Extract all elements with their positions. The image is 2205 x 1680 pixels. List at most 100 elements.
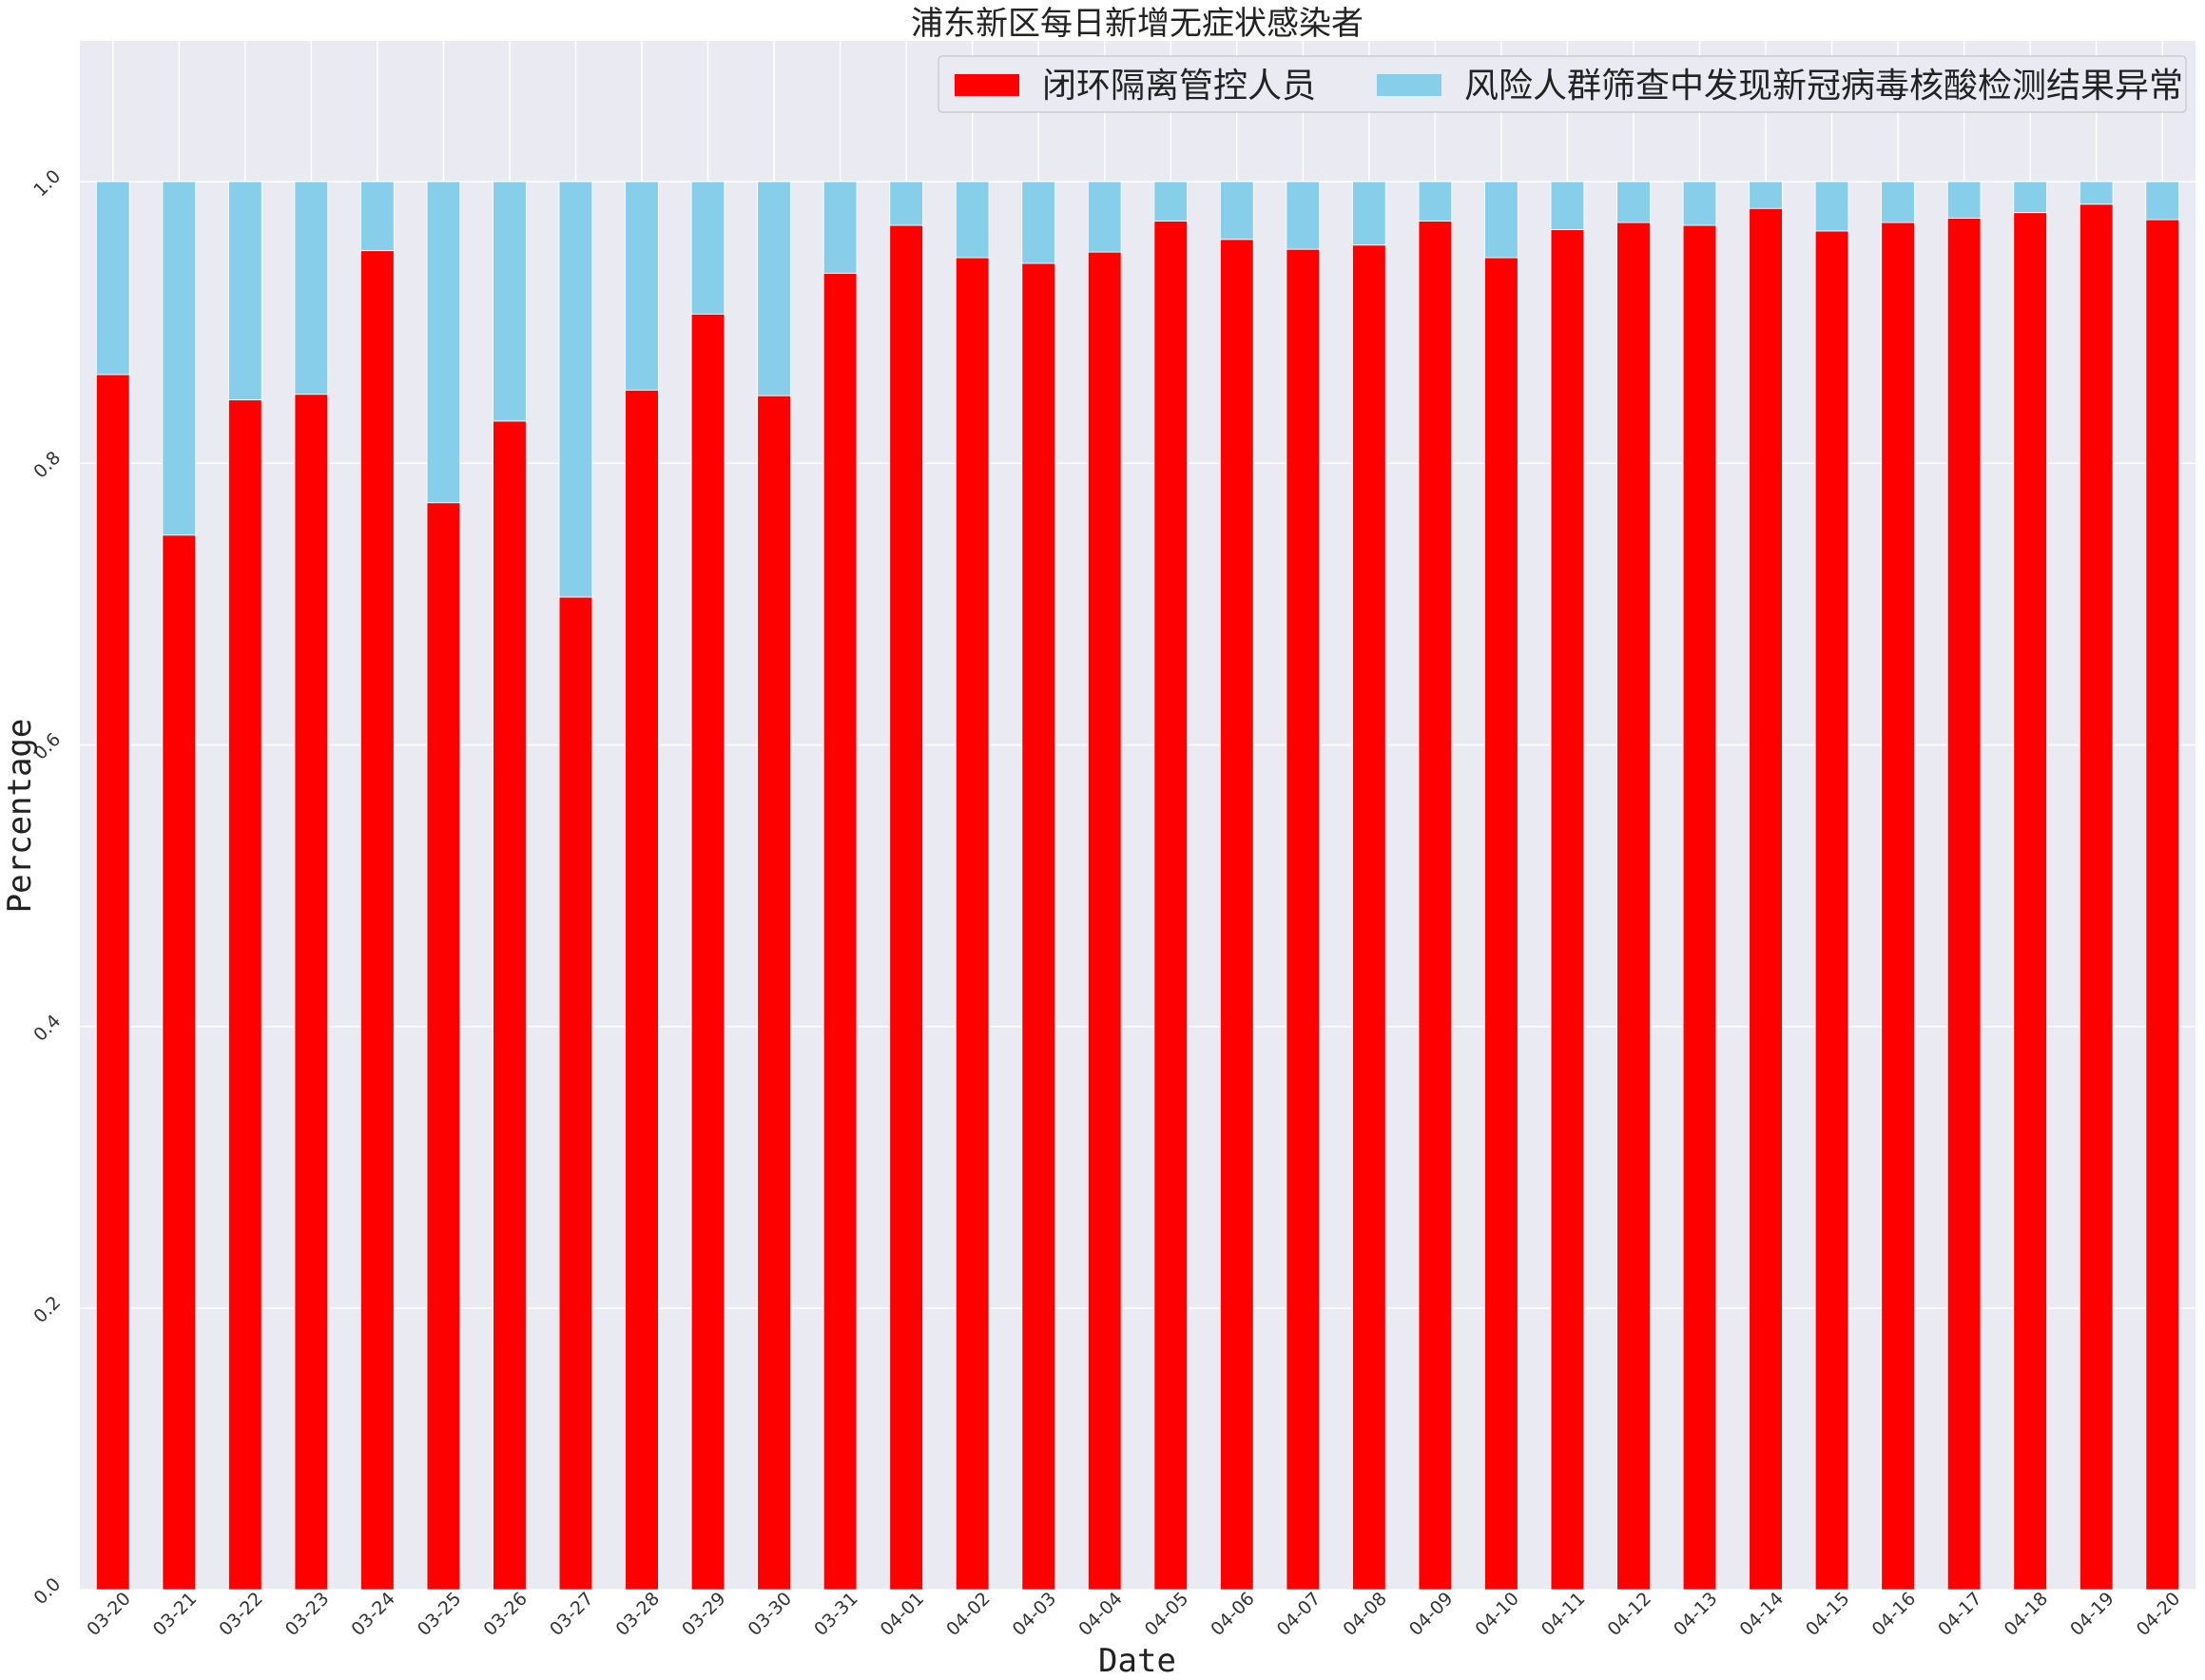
- bar-series-2-03-28: [625, 181, 659, 391]
- bar-series-2-03-25: [426, 181, 461, 504]
- bar-series-1-04-12: [1616, 222, 1651, 1591]
- x-tick-label: 04-03: [1009, 1588, 1061, 1640]
- bar-series-2-03-26: [493, 181, 527, 422]
- x-tick-label: 03-21: [149, 1588, 202, 1640]
- bar-series-1-04-10: [1484, 257, 1518, 1591]
- x-tick-label: 03-31: [810, 1588, 862, 1640]
- bar-series-1-03-27: [558, 596, 593, 1591]
- bar-series-2-04-05: [1153, 181, 1189, 222]
- x-tick-label: 04-13: [1670, 1588, 1722, 1640]
- bar-series-1-03-31: [822, 272, 858, 1591]
- bar-series-2-04-03: [1021, 181, 1055, 264]
- x-tick-label: 03-24: [347, 1588, 399, 1640]
- bar-series-1-03-26: [493, 420, 527, 1591]
- bar-series-1-04-13: [1682, 224, 1717, 1591]
- x-tick-label: 04-17: [1934, 1588, 1986, 1640]
- bar-series-2-04-14: [1749, 181, 1783, 209]
- y-tick-label: 1.0: [29, 165, 65, 201]
- bar-series-1-04-17: [1946, 218, 1982, 1591]
- x-tick-label: 03-23: [281, 1588, 334, 1640]
- bar-series-1-04-19: [2079, 203, 2114, 1591]
- bars: [95, 181, 2180, 1591]
- legend-swatch-series-1: [955, 74, 1019, 96]
- y-tick-label: 0.0: [29, 1574, 65, 1609]
- x-tick-label: 03-30: [745, 1588, 797, 1640]
- y-axis-label: Percentage: [1, 719, 39, 914]
- bar-series-2-04-15: [1814, 181, 1849, 232]
- bar-series-1-04-16: [1881, 222, 1915, 1591]
- bar-series-1-03-24: [360, 250, 395, 1591]
- x-tick-label: 04-02: [942, 1588, 995, 1640]
- bar-series-1-03-29: [690, 313, 725, 1591]
- x-tick-label: 04-18: [2001, 1588, 2053, 1640]
- bar-series-1-04-18: [2013, 212, 2047, 1591]
- bar-series-2-03-30: [757, 181, 791, 396]
- bar-series-1-04-07: [1286, 248, 1321, 1591]
- bar-series-1-03-21: [162, 534, 197, 1591]
- x-tick-label: 03-26: [479, 1588, 532, 1640]
- bar-series-1-04-01: [889, 224, 923, 1591]
- x-tick-label: 03-20: [83, 1588, 135, 1640]
- bar-series-2-04-13: [1682, 181, 1717, 226]
- legend-frame: [938, 55, 2187, 113]
- bar-series-1-04-05: [1153, 221, 1189, 1591]
- x-tick-label: 04-20: [2133, 1588, 2185, 1640]
- bar-series-1-03-20: [95, 374, 130, 1591]
- bar-series-1-03-30: [757, 395, 791, 1591]
- bar-series-1-04-08: [1352, 244, 1386, 1591]
- x-tick-label: 04-07: [1273, 1588, 1325, 1640]
- x-tick-label: 03-27: [546, 1588, 598, 1640]
- bar-series-1-04-20: [2145, 219, 2180, 1591]
- legend-label-series-2: 风险人群筛查中发现新冠病毒核酸检测结果异常: [1464, 67, 2183, 106]
- y-tick-label: 0.4: [29, 1011, 65, 1046]
- x-tick-label: 04-16: [1868, 1588, 1921, 1640]
- bar-series-2-04-11: [1550, 181, 1585, 230]
- bar-series-1-03-25: [426, 502, 461, 1591]
- bar-series-1-04-14: [1749, 207, 1783, 1591]
- bar-series-2-03-23: [294, 181, 329, 396]
- x-tick-label: 04-10: [1471, 1588, 1523, 1640]
- bar-series-2-04-01: [889, 181, 923, 226]
- x-tick-label: 04-09: [1405, 1588, 1458, 1640]
- bar-series-2-04-10: [1484, 181, 1518, 259]
- chart-title: 浦东新区每日新增无症状感染者: [911, 5, 1364, 43]
- x-axis-label: Date: [1098, 1642, 1176, 1680]
- bar-series-1-04-03: [1021, 262, 1055, 1591]
- x-tick-label: 04-05: [1141, 1588, 1193, 1640]
- x-tick-label: 04-08: [1339, 1588, 1391, 1640]
- bar-series-1-03-22: [228, 399, 262, 1591]
- x-tick-label: 04-15: [1802, 1588, 1854, 1640]
- plot-area: [80, 41, 2195, 1590]
- bar-series-1-04-15: [1814, 230, 1849, 1591]
- bar-series-2-04-04: [1087, 181, 1122, 253]
- x-tick-label: 03-28: [611, 1588, 664, 1640]
- bar-series-2-04-09: [1418, 181, 1453, 222]
- bar-series-1-04-11: [1550, 229, 1585, 1591]
- x-tick-label: 04-06: [1207, 1588, 1259, 1640]
- bar-series-2-04-18: [2013, 181, 2047, 214]
- x-tick-label: 04-14: [1736, 1588, 1789, 1640]
- y-tick-label: 0.2: [29, 1292, 65, 1327]
- bar-series-1-04-06: [1220, 239, 1254, 1591]
- x-tick-label: 04-12: [1603, 1588, 1655, 1640]
- bar-series-2-03-21: [162, 181, 197, 536]
- bar-series-1-04-02: [955, 257, 990, 1591]
- x-tick-label: 03-22: [215, 1588, 267, 1640]
- bar-series-2-03-29: [690, 181, 725, 315]
- bar-series-2-04-07: [1286, 181, 1321, 250]
- bar-series-2-04-08: [1352, 181, 1386, 246]
- x-tick-label: 03-25: [414, 1588, 466, 1640]
- bar-series-2-04-06: [1220, 181, 1254, 241]
- bar-series-1-03-28: [625, 389, 659, 1591]
- bar-series-2-03-27: [558, 181, 593, 598]
- bar-series-2-04-17: [1946, 181, 1982, 219]
- x-tick-label: 04-04: [1074, 1588, 1127, 1640]
- bar-series-2-03-22: [228, 181, 262, 401]
- y-tick-label: 0.8: [29, 448, 65, 483]
- legend-label-series-1: 闭环隔离管控人员: [1042, 67, 1316, 106]
- x-tick-label: 04-11: [1538, 1588, 1590, 1640]
- legend-swatch-series-2: [1377, 74, 1441, 96]
- bar-series-2-03-24: [360, 181, 395, 252]
- bar-series-2-04-12: [1616, 181, 1651, 223]
